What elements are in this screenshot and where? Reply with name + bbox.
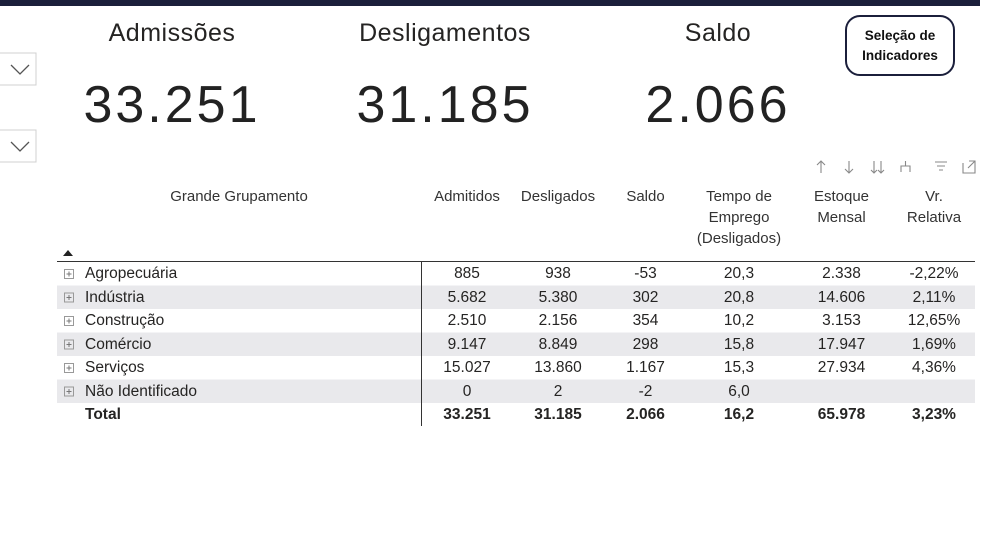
- table-cell: -2,22%: [909, 265, 959, 282]
- sort-arrow: [63, 250, 73, 256]
- table-cell: 2,11%: [912, 288, 956, 306]
- column-header[interactable]: Saldo: [626, 188, 665, 205]
- table-cell: 1,69%: [912, 335, 956, 353]
- table-cell: 27.934: [817, 359, 866, 376]
- icon-expand-all[interactable]: [870, 161, 885, 174]
- table-cell: 9.147: [447, 335, 487, 353]
- column-header[interactable]: Grande Grupamento: [170, 188, 308, 205]
- expand-icon[interactable]: [64, 269, 74, 279]
- table-cell: 2: [553, 382, 563, 400]
- table-cell: 15,8: [723, 335, 755, 353]
- total-cell: 31.185: [534, 406, 582, 423]
- column-header[interactable]: Estoque Mensal: [813, 188, 870, 226]
- table-cell: 2.338: [822, 265, 861, 282]
- table-cell: [790, 380, 893, 403]
- table-cell: 4,36%: [912, 359, 956, 376]
- total-cell: 33.251: [443, 406, 491, 423]
- row-label: Não Identificado: [85, 382, 198, 400]
- table-cell: 14.606: [817, 288, 866, 306]
- table-cell: 20,8: [723, 288, 755, 306]
- expand-icon[interactable]: [64, 386, 74, 397]
- table-cell: 0: [462, 382, 472, 400]
- table-cell: -2: [638, 382, 653, 400]
- table-cell: 8.849: [538, 335, 578, 353]
- row-label: Serviços: [85, 359, 145, 376]
- row-label: Construção: [85, 312, 165, 329]
- expand-icon[interactable]: [64, 363, 74, 373]
- total-cell: 65.978: [817, 406, 866, 423]
- table-cell: 5.682: [447, 288, 487, 306]
- table-cell: 2.156: [538, 312, 578, 329]
- icon-filter[interactable]: [935, 161, 947, 171]
- table-cell: 17.947: [817, 335, 866, 353]
- column-header[interactable]: Vr. Relativa: [906, 188, 962, 226]
- table-cell: 15.027: [443, 359, 491, 376]
- table-cell: 298: [632, 335, 659, 353]
- card-label: Saldo: [684, 19, 752, 47]
- table-cell: [893, 380, 975, 403]
- row-label: Agropecuária: [85, 265, 178, 282]
- table-cell: 885: [454, 265, 480, 282]
- row-band: [57, 379, 975, 403]
- total-label: Total: [85, 406, 121, 423]
- icon-focus[interactable]: [962, 160, 976, 174]
- expand-icon[interactable]: [64, 316, 74, 326]
- card-label: Admissões: [108, 19, 236, 47]
- column-header[interactable]: Admitidos: [434, 188, 500, 205]
- card-label: Desligamentos: [359, 19, 531, 47]
- table-cell: 938: [545, 265, 571, 282]
- table-cell: 12,65%: [907, 312, 961, 329]
- expand-icon[interactable]: [64, 339, 74, 350]
- total-cell: 3,23%: [912, 406, 956, 423]
- chevron: [10, 64, 30, 75]
- table-cell: 1.167: [626, 359, 665, 376]
- expand-icon[interactable]: [64, 292, 74, 303]
- button-frame[interactable]: [845, 15, 955, 76]
- row-label: Indústria: [85, 288, 145, 306]
- row-band: [57, 332, 975, 356]
- dropdown[interactable]: [0, 129, 37, 163]
- top-bar: [0, 0, 980, 6]
- total-cell: 16,2: [723, 406, 755, 423]
- icon-hierarchy[interactable]: [900, 161, 911, 172]
- indicator-button[interactable]: Seleção de Indicadores: [862, 27, 938, 63]
- row-band: [57, 285, 975, 309]
- column-header[interactable]: Tempo de Emprego (Desligados): [696, 188, 782, 247]
- card-value: 2.066: [645, 76, 791, 134]
- table-cell: 354: [632, 312, 659, 329]
- table-cell: 5.380: [538, 288, 578, 306]
- chevron: [10, 141, 30, 152]
- table-cell: 2.510: [447, 312, 487, 329]
- table-cell: 15,3: [723, 359, 755, 376]
- table-cell: 20,3: [723, 265, 755, 282]
- table-cell: 10,2: [723, 312, 755, 329]
- total-cell: 2.066: [626, 406, 665, 423]
- table-cell: 3.153: [822, 312, 861, 329]
- column-header[interactable]: Desligados: [520, 188, 596, 205]
- table-cell: 6,0: [728, 382, 750, 400]
- row-label: Comércio: [85, 335, 152, 353]
- card-value: 33.251: [83, 76, 261, 134]
- toolbar-icons: [816, 160, 976, 174]
- dropdown[interactable]: [0, 52, 37, 86]
- card-value: 31.185: [356, 76, 534, 134]
- icon-up[interactable]: [816, 160, 826, 173]
- table-cell: 302: [632, 288, 659, 306]
- icon-down[interactable]: [844, 161, 854, 174]
- table-cell: 13.860: [534, 359, 582, 376]
- table-cell: -53: [634, 265, 657, 282]
